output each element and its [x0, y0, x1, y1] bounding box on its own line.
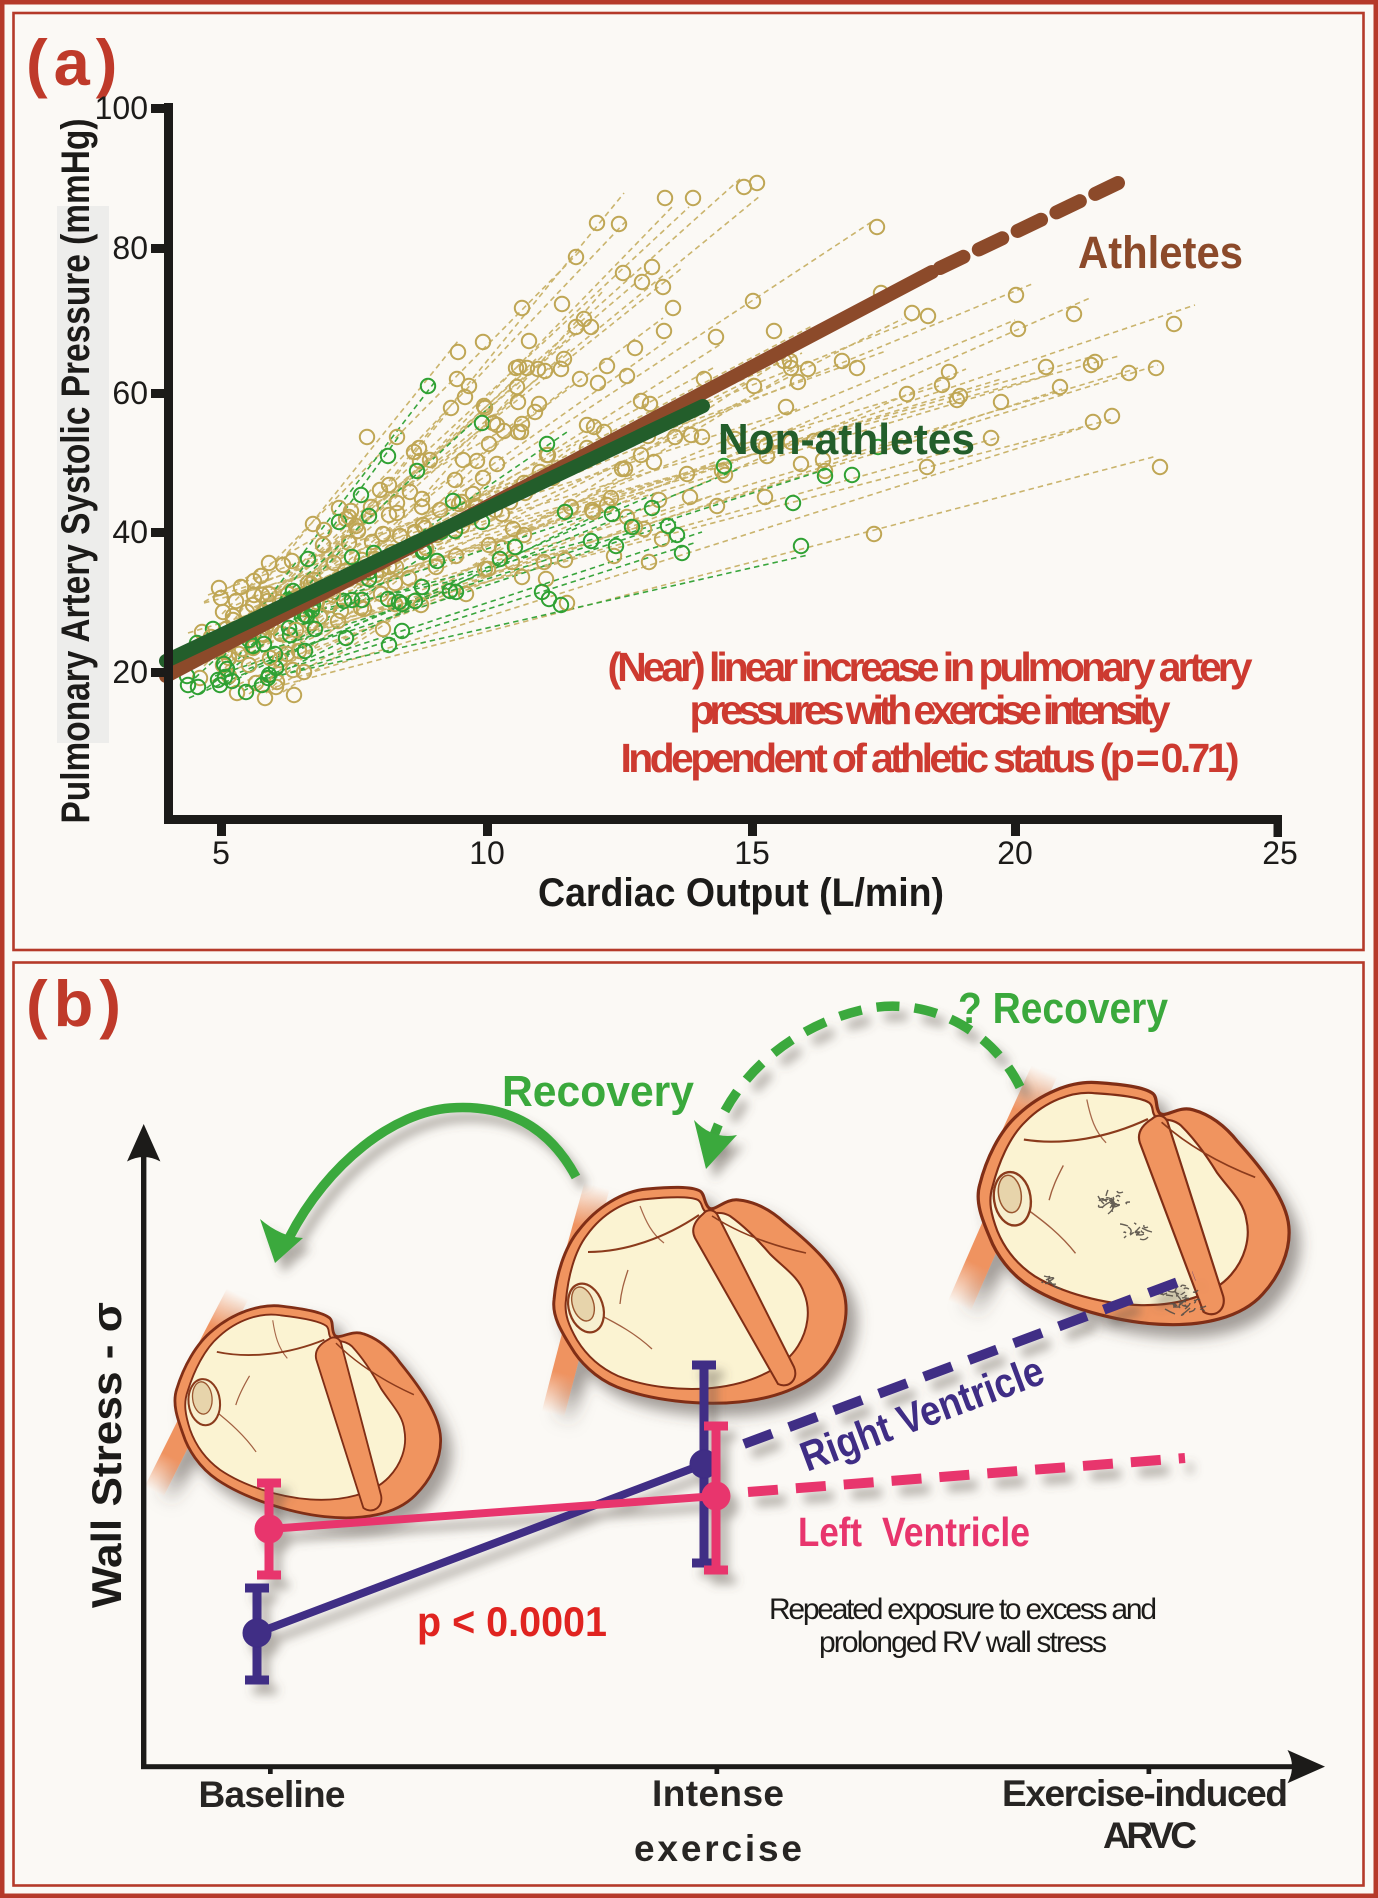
svg-text:Athletes: Athletes [1078, 227, 1243, 278]
svg-text:exercise: exercise [634, 1828, 802, 1869]
svg-text:p < 0.0001: p < 0.0001 [417, 1598, 607, 1645]
svg-text:Pulmonary Artery Systolic Pres: Pulmonary Artery Systolic Pressure (mmHg… [54, 119, 98, 824]
svg-text:(Near) linear increase in pulm: (Near) linear increase in pulmonary arte… [608, 644, 1253, 690]
svg-text:prolonged RV wall stress: prolonged RV wall stress [819, 1626, 1107, 1659]
svg-text:(b): (b) [26, 967, 127, 1040]
svg-text:20: 20 [997, 835, 1033, 871]
svg-text:20: 20 [112, 654, 148, 690]
svg-text:Repeated exposure to excess an: Repeated exposure to excess and [769, 1593, 1157, 1626]
svg-text:Ventricle: Ventricle [882, 1509, 1030, 1555]
svg-text:5: 5 [212, 835, 230, 871]
svg-text:80: 80 [112, 230, 148, 266]
svg-text:(a): (a) [26, 26, 123, 99]
svg-text:40: 40 [112, 514, 148, 550]
svg-text:? Recovery: ? Recovery [958, 984, 1168, 1033]
svg-text:Exercise-induced: Exercise-induced [1002, 1773, 1288, 1814]
svg-text:Cardiac Output (L/min): Cardiac Output (L/min) [538, 871, 944, 915]
svg-text:15: 15 [734, 835, 770, 871]
svg-text:Left: Left [798, 1509, 862, 1555]
svg-text:Non-athletes: Non-athletes [718, 415, 975, 464]
svg-text:Recovery: Recovery [502, 1067, 695, 1116]
svg-text:ARVC: ARVC [1103, 1815, 1197, 1856]
svg-text:Intense: Intense [652, 1773, 784, 1814]
svg-text:60: 60 [112, 375, 148, 411]
svg-text:Independent of athletic status: Independent of athletic status (p = 0.71… [621, 735, 1240, 781]
svg-text:10: 10 [469, 835, 505, 871]
svg-text:Baseline: Baseline [199, 1774, 346, 1815]
svg-text:100: 100 [95, 90, 148, 126]
svg-text:pressures with exercise intens: pressures with exercise intensity [690, 687, 1171, 733]
svg-text:Wall Stress - σ: Wall Stress - σ [83, 1302, 130, 1608]
svg-text:25: 25 [1262, 835, 1298, 871]
